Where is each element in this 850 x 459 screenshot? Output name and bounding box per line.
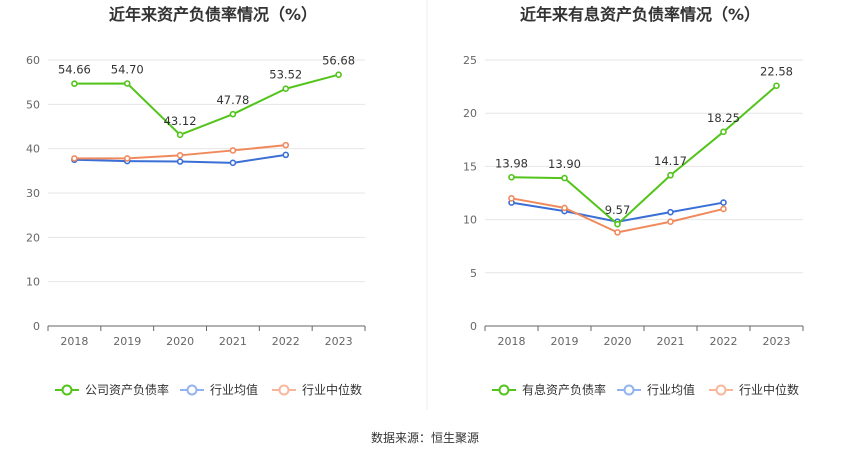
chart-debt-ratio: 近年来资产负债率情况（%） 0 10 20 30 40 50 60 2018 2019 2020 20…: [26, 5, 366, 397]
x-tick-label: 2018: [498, 335, 526, 348]
x-tick-label: 2021: [657, 335, 685, 348]
data-point: [667, 171, 674, 179]
y-tick-label: 15: [463, 160, 477, 173]
data-label: 14.17: [654, 154, 687, 168]
legend-item: 公司资产负债率: [55, 382, 169, 397]
x-tick-label: 2020: [166, 335, 194, 348]
data-point: [123, 155, 131, 162]
legend-label: 行业均值: [647, 382, 695, 397]
y-tick-label: 50: [26, 98, 40, 111]
data-point: [176, 158, 184, 165]
data-label: 56.68: [322, 54, 355, 68]
x-tick-label: 2021: [219, 335, 247, 348]
data-point: [508, 195, 515, 202]
data-point: [71, 80, 78, 87]
x-tick-label: 2023: [763, 335, 791, 348]
y-tick-label: 5: [470, 267, 477, 280]
data-point: [335, 71, 342, 79]
x-tick-label: 2020: [604, 335, 632, 348]
data-point: [614, 229, 621, 236]
chart-title: 近年来有息资产负债率情况（%）: [520, 5, 760, 24]
data-label: 18.25: [707, 111, 740, 125]
data-point: [229, 147, 237, 154]
legend-marker-circle: [715, 384, 727, 396]
data-point: [282, 151, 290, 159]
data-label: 53.52: [269, 68, 302, 82]
data-label: 13.98: [495, 156, 528, 170]
x-tick-label: 2019: [113, 335, 141, 348]
data-label: 54.66: [58, 63, 91, 77]
legend-item: 行业均值: [617, 382, 695, 397]
data-point: [561, 204, 568, 212]
legend-label: 公司资产负债率: [85, 382, 169, 397]
series-line: [74, 73, 339, 136]
x-tick-label: 2018: [60, 335, 88, 348]
x-tick-label: 2022: [710, 335, 738, 348]
data-point: [71, 155, 78, 162]
legend-label: 行业中位数: [739, 382, 799, 397]
data-point: [614, 220, 621, 228]
y-tick-label: 0: [470, 320, 477, 333]
data-point: [123, 80, 131, 87]
data-point: [667, 218, 674, 226]
legend-label: 行业中位数: [302, 382, 362, 397]
y-tick-label: 20: [26, 231, 40, 244]
data-source: 数据来源：恒生聚源: [371, 430, 479, 445]
data-label: 13.90: [548, 157, 581, 171]
data-point: [720, 128, 727, 136]
y-tick-label: 10: [463, 214, 477, 227]
x-tick-label: 2022: [272, 335, 300, 348]
legend-marker-circle: [61, 384, 73, 396]
data-point: [720, 205, 727, 213]
x-tick-label: 2023: [325, 335, 353, 348]
data-point: [667, 208, 674, 216]
data-point: [508, 173, 515, 181]
data-point: [176, 131, 184, 139]
data-label: 54.70: [111, 62, 144, 76]
data-point: [229, 159, 237, 167]
data-point: [282, 85, 290, 93]
legend-item: 行业中位数: [272, 382, 362, 397]
y-tick-label: 30: [26, 187, 40, 200]
y-tick-label: 40: [26, 143, 40, 156]
legend-marker-circle: [623, 384, 635, 396]
legend-item: 行业中位数: [709, 382, 799, 397]
data-point: [773, 82, 780, 90]
legend-item: 行业均值: [180, 382, 258, 397]
data-label: 47.78: [216, 93, 249, 107]
legend-marker-circle: [278, 384, 290, 396]
chart-interest-bearing-debt-ratio: 近年来有息资产负债率情况（%） 0 5 10 15 20 25 2018 2019 2020 202…: [463, 5, 804, 397]
data-label: 43.12: [164, 114, 197, 128]
legend-item: 有息资产负债率: [492, 382, 606, 397]
legend-marker-circle: [186, 384, 198, 396]
data-point: [176, 152, 184, 159]
data-label: 22.58: [760, 65, 793, 79]
chart-title: 近年来资产负债率情况（%）: [109, 5, 317, 24]
x-tick-label: 2019: [551, 335, 579, 348]
y-tick-label: 10: [26, 276, 40, 289]
y-tick-label: 0: [33, 320, 40, 333]
data-point: [282, 141, 290, 149]
data-point: [720, 199, 727, 206]
legend-label: 有息资产负债率: [522, 382, 606, 397]
y-tick-label: 25: [463, 54, 477, 67]
series-line: [511, 84, 778, 226]
y-tick-label: 60: [26, 54, 40, 67]
data-point: [229, 110, 237, 118]
data-label: 9.57: [605, 203, 631, 217]
y-tick-label: 20: [463, 107, 477, 120]
legend-marker-circle: [498, 384, 510, 396]
data-point: [561, 174, 568, 182]
legend-label: 行业均值: [210, 382, 258, 397]
